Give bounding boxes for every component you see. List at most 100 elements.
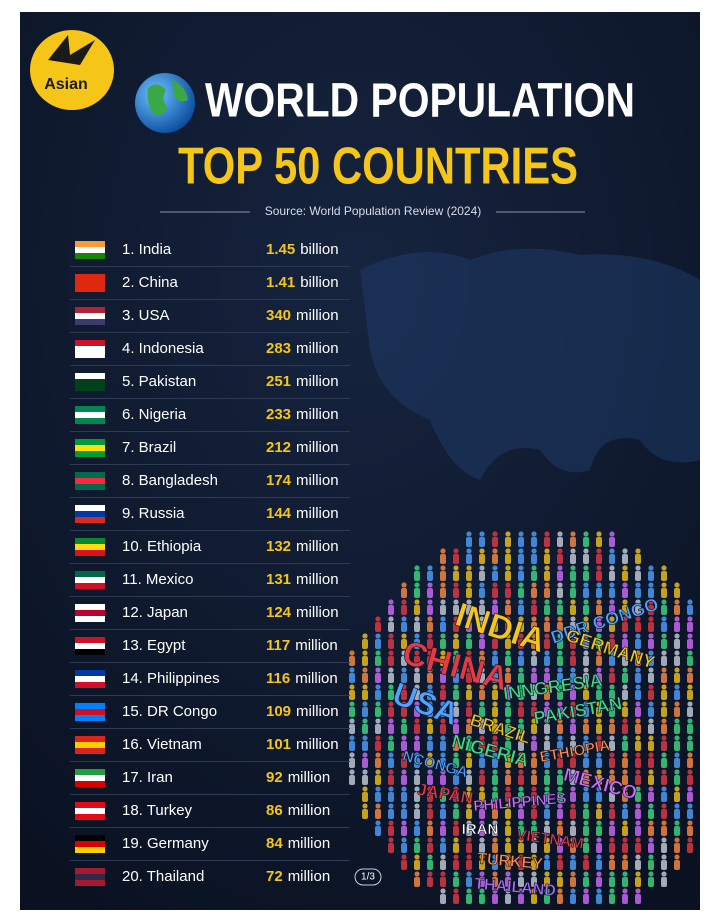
person-body (609, 724, 615, 734)
person-head (622, 786, 628, 792)
person-body (505, 537, 511, 547)
person-body (596, 622, 602, 632)
person-head (648, 684, 654, 690)
person-body (635, 775, 641, 785)
person-head (349, 718, 355, 724)
person-body (635, 843, 641, 853)
person-body (583, 605, 589, 615)
person-body (440, 894, 446, 904)
person-head (622, 871, 628, 877)
person-head (505, 786, 511, 792)
person-body (583, 639, 589, 649)
person-body (375, 690, 381, 700)
flag-stripe (75, 769, 105, 775)
person-body (609, 843, 615, 853)
person-head (414, 701, 420, 707)
person-head (466, 854, 472, 860)
person-body (466, 826, 472, 836)
person-body (609, 809, 615, 819)
person-head (518, 531, 524, 537)
person-body (492, 741, 498, 751)
person-head (375, 718, 381, 724)
person-body (544, 656, 550, 666)
ranking-list: 1. India 1.45 billion 2. China 1.41 billion 3.… (70, 241, 350, 886)
country-name: 1. India (122, 241, 172, 258)
person-head (531, 735, 537, 741)
person-body (453, 809, 459, 819)
person-head (349, 735, 355, 741)
person-head (492, 837, 498, 843)
person-body (466, 537, 472, 547)
person-head (661, 633, 667, 639)
flag-stripe (75, 373, 105, 379)
person-body (505, 826, 511, 836)
person-head (466, 803, 472, 809)
flag-stripe (75, 241, 105, 247)
person-body (401, 758, 407, 768)
person-body (674, 724, 680, 734)
person-body (557, 877, 563, 887)
person-body (440, 571, 446, 581)
person-head (544, 718, 550, 724)
person-head (635, 718, 641, 724)
person-body (648, 843, 654, 853)
person-body (557, 775, 563, 785)
person-head (544, 599, 550, 605)
source: Source: World Population Review (2024) (265, 204, 482, 218)
person-head (518, 820, 524, 826)
person-head (505, 803, 511, 809)
person-body (570, 724, 576, 734)
person-body (622, 554, 628, 564)
flag-stripe (75, 643, 105, 649)
person-body (674, 809, 680, 819)
person-body (401, 622, 407, 632)
person-body (635, 792, 641, 802)
person-head (583, 803, 589, 809)
person-head (466, 837, 472, 843)
person-head (388, 633, 394, 639)
person-body (570, 758, 576, 768)
population-value: 86 (266, 802, 283, 819)
person-body (687, 707, 693, 717)
person-body (557, 792, 563, 802)
person-body (440, 809, 446, 819)
person-head (388, 769, 394, 775)
population-value: 233 (266, 406, 291, 423)
person-head (648, 769, 654, 775)
person-body (466, 639, 472, 649)
person-head (388, 701, 394, 707)
person-body (349, 724, 355, 734)
person-body (505, 758, 511, 768)
person-body (362, 690, 368, 700)
person-body (544, 877, 550, 887)
person-body (687, 605, 693, 615)
person-head (544, 735, 550, 741)
person-head (479, 599, 485, 605)
person-body (427, 809, 433, 819)
person-head (479, 684, 485, 690)
person-body (427, 877, 433, 887)
person-body (401, 639, 407, 649)
person-head (388, 684, 394, 690)
person-head (505, 548, 511, 554)
person-head (687, 735, 693, 741)
person-body (518, 877, 524, 887)
person-head (583, 718, 589, 724)
person-head (427, 582, 433, 588)
country-name: 12. Japan (122, 604, 188, 621)
person-body (349, 741, 355, 751)
person-head (414, 667, 420, 673)
person-body (505, 809, 511, 819)
person-body (648, 673, 654, 683)
person-head (570, 548, 576, 554)
flag-stripe (75, 340, 105, 346)
person-head (531, 752, 537, 758)
person-head (609, 582, 615, 588)
person-head (687, 803, 693, 809)
person-head (492, 888, 498, 894)
person-body (570, 690, 576, 700)
person-head (362, 633, 368, 639)
person-head (453, 633, 459, 639)
person-body (609, 554, 615, 564)
flag-stripe (75, 247, 105, 253)
